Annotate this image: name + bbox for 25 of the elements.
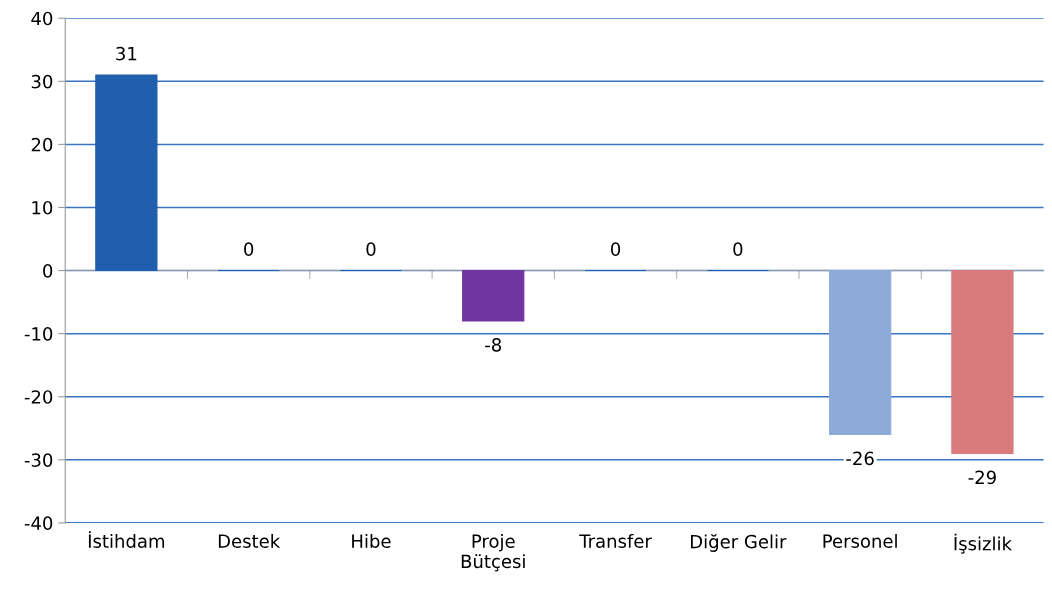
y-tick-label: -40 [24,516,53,530]
x-tick-label: İstihdam [88,531,165,548]
data-label: -26 [846,451,874,466]
data-label: 0 [366,242,376,256]
y-tick-label: 30 [31,74,53,89]
data-label: -8 [485,338,502,352]
y-tick-label: 20 [31,137,53,152]
x-tick-label: Proje Bütçesi [461,533,525,572]
data-label: 0 [733,242,743,256]
y-tick-label: 10 [32,200,53,215]
data-label: 0 [611,242,621,256]
x-tick-label: Hibe [352,533,391,548]
data-label: 0 [244,242,254,256]
y-tick-label: -20 [24,390,53,404]
x-tick-label: Diğer Gelir [691,533,787,552]
y-tick-label: -30 [24,453,53,467]
x-tick-label: Destek [218,533,281,548]
x-tick-label: İşsizlik [954,533,1012,554]
x-tick-label: Personel [823,533,897,548]
y-tick-label: -10 [24,327,53,341]
y-tick-label: 40 [31,11,53,26]
data-label: 31 [116,46,137,61]
y-tick-label: 0 [43,264,53,278]
x-tick-label: Transfer [579,533,652,548]
data-label: -29 [968,470,996,485]
